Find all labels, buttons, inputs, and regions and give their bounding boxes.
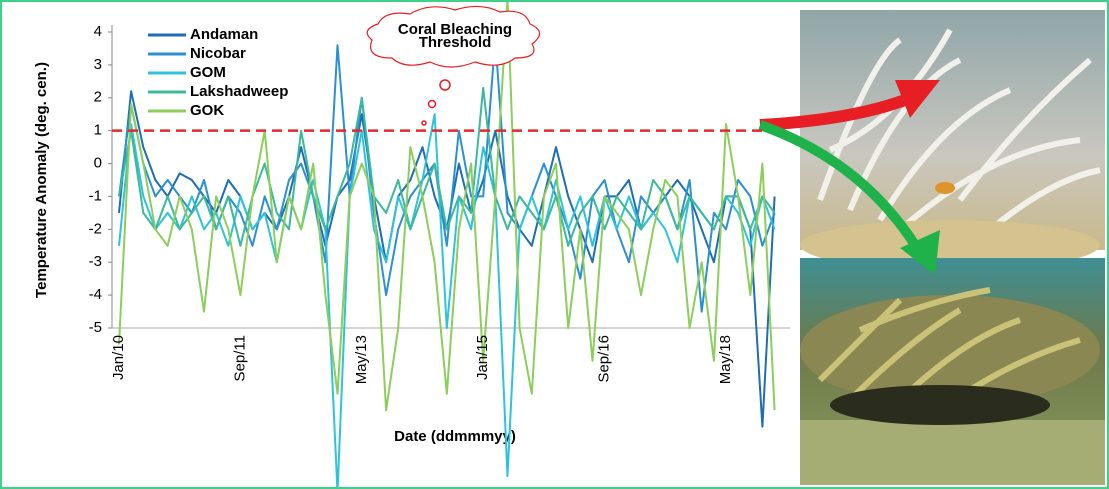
annotation-bubble <box>422 121 426 125</box>
x-tick-label: Jan/10 <box>110 335 127 380</box>
y-tick-label: 3 <box>94 56 102 73</box>
legend-label: Andaman <box>190 26 258 43</box>
y-tick-label: -3 <box>89 253 102 270</box>
chart: Temperature Anomaly (deg. cen.) Date (dd… <box>0 0 1109 489</box>
y-tick-label: 4 <box>94 23 102 40</box>
legend-label: Lakshadweep <box>190 83 288 100</box>
y-tick-label: 0 <box>94 155 102 172</box>
x-tick-label: May/13 <box>353 335 370 384</box>
y-tick-label: -4 <box>89 286 102 303</box>
legend-label: GOM <box>190 64 226 81</box>
y-tick-label: -2 <box>89 220 102 237</box>
y-tick-label: 2 <box>94 89 102 106</box>
x-tick-label: Sep/16 <box>596 335 613 383</box>
legend-label: GOK <box>190 102 224 119</box>
y-tick-label: -1 <box>89 187 102 204</box>
photo-bleached <box>800 10 1105 270</box>
x-tick-label: Jan/15 <box>474 335 491 380</box>
photo-healthy <box>800 258 1105 485</box>
annotation-bubble <box>440 80 450 90</box>
y-tick-label: 1 <box>94 122 102 139</box>
x-axis-title: Date (ddmmmyy) <box>394 428 516 445</box>
annotation-bubble <box>429 101 436 108</box>
legend-label: Nicobar <box>190 45 246 62</box>
x-tick-label: Sep/11 <box>231 335 248 381</box>
x-tick-label: May/18 <box>717 335 734 384</box>
y-axis-title: Temperature Anomaly (deg. cen.) <box>33 62 50 298</box>
y-tick-label: -5 <box>89 319 102 336</box>
annotation-text: Threshold <box>419 34 492 51</box>
